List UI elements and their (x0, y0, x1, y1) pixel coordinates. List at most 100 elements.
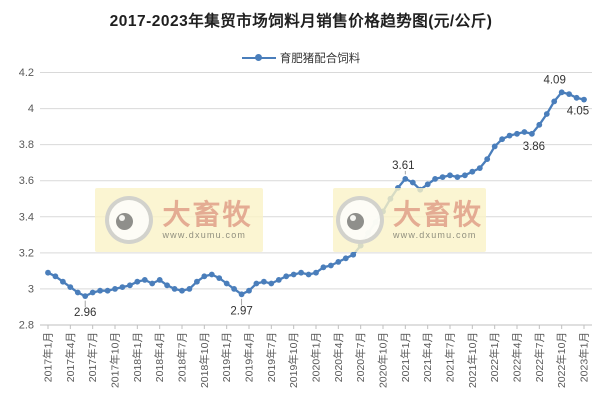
y-tick-label: 3.4 (19, 211, 34, 223)
x-tick-label: 2019年10月 (287, 332, 300, 388)
chart-title: 2017-2023年集贸市场饲料月销售价格趋势图(元/公斤) (109, 13, 493, 30)
dxumu-logo-icon (105, 196, 154, 244)
data-point (67, 284, 74, 290)
data-point (179, 287, 185, 294)
x-tick-label: 2020年4月 (332, 332, 345, 382)
data-point (60, 278, 66, 285)
legend-item-label: 育肥猪配合饲料 (279, 53, 361, 65)
data-point (275, 277, 282, 283)
data-point (283, 273, 290, 280)
x-tick-label: 2017年4月 (64, 332, 77, 382)
data-point (566, 91, 572, 97)
data-point (246, 287, 252, 294)
chart-legend: 育肥猪配合饲料 (0, 50, 602, 66)
data-point (573, 94, 580, 101)
data-point (97, 287, 103, 294)
data-point (320, 264, 327, 271)
data-point (581, 96, 587, 103)
watermark-text: 大畜牧 www.dxumu.com (162, 198, 253, 240)
x-tick-label: 2023年1月 (578, 332, 591, 382)
x-tick-label: 2021年7月 (444, 332, 457, 382)
x-tick-label: 2021年1月 (399, 332, 412, 382)
data-point (268, 280, 275, 287)
data-point (134, 278, 141, 285)
data-point (149, 280, 156, 287)
y-tick-label: 3.6 (19, 175, 34, 187)
data-point (447, 172, 453, 179)
data-point (551, 98, 558, 105)
data-point (543, 111, 550, 117)
data-point (313, 269, 319, 276)
x-tick-label: 2022年7月 (533, 332, 546, 382)
data-point (469, 168, 476, 175)
y-tick-label: 4.2 (19, 67, 34, 79)
y-tick-label: 3.8 (19, 139, 34, 151)
data-point (231, 286, 238, 292)
x-tick-label: 2017年10月 (109, 332, 122, 388)
data-point (186, 286, 193, 292)
data-point (104, 287, 111, 294)
data-point (164, 282, 171, 289)
data-point (402, 176, 409, 182)
annotation-label: 4.09 (543, 74, 565, 86)
data-point (141, 277, 148, 283)
data-point (454, 174, 461, 181)
watermark-url: www.dxumu.com (162, 229, 247, 240)
data-point (424, 181, 431, 188)
data-point (253, 280, 260, 287)
annotation-label: 2.97 (230, 305, 252, 317)
x-axis-labels: 2017年1月 2017年4月 2017年7月 2017年10月 2018年1月 2018… (42, 325, 591, 388)
logo-glint-icon (349, 215, 356, 221)
data-point (484, 156, 491, 163)
data-point (126, 282, 133, 289)
data-point (223, 280, 230, 287)
data-point (305, 271, 312, 278)
watermark-text: 大畜牧 www.dxumu.com (392, 198, 483, 240)
watermark-brand: 大畜牧 (392, 198, 483, 230)
x-tick-label: 2017年7月 (86, 332, 99, 382)
x-tick-label: 2020年1月 (310, 332, 323, 382)
dxumu-logo-icon (335, 196, 384, 244)
x-tick-label: 2018年7月 (176, 332, 189, 382)
y-tick-label: 2.8 (19, 320, 34, 332)
data-point (439, 174, 446, 181)
data-points (45, 89, 587, 299)
data-point (536, 121, 543, 128)
x-tick-label: 2019年7月 (265, 332, 278, 382)
x-tick-label: 2021年4月 (421, 332, 434, 382)
data-point (216, 275, 223, 281)
annotation-label: 2.96 (74, 307, 96, 319)
data-point (298, 269, 304, 276)
annotation-label: 3.61 (392, 160, 414, 172)
x-tick-label: 2018年10月 (198, 332, 211, 388)
data-point (350, 251, 357, 258)
data-point (506, 132, 513, 139)
data-point (45, 269, 51, 276)
x-tick-label: 2022年4月 (511, 332, 524, 382)
data-point (112, 286, 118, 292)
data-point (89, 289, 96, 296)
data-point (342, 255, 349, 262)
y-tick-label: 3.2 (19, 247, 34, 259)
x-tick-label: 2018年4月 (153, 332, 166, 382)
watermark-right: 大畜牧 www.dxumu.com (333, 188, 486, 252)
line-series-dot-icon (254, 54, 262, 62)
x-tick-label: 2018年1月 (131, 332, 144, 382)
data-point (335, 259, 342, 265)
y-tick-label: 4 (28, 103, 34, 115)
watermark-left: 大畜牧 www.dxumu.com (95, 188, 263, 252)
data-point (194, 278, 200, 285)
x-tick-label: 2019年4月 (243, 332, 256, 382)
data-point (499, 136, 505, 143)
annotation-label: 3.86 (523, 141, 545, 153)
x-tick-label: 2020年7月 (354, 332, 367, 382)
data-point (238, 291, 245, 298)
data-point (156, 277, 163, 283)
annotations: 2.96 2.97 3.61 3.86 4.09 4.05 (74, 74, 589, 319)
y-axis-labels: 4.2 4 3.8 3.6 3.4 3.2 3 2.8 (19, 67, 34, 332)
data-point (290, 271, 297, 278)
data-point (476, 165, 483, 172)
watermark-brand: 大畜牧 (162, 198, 253, 230)
data-point (521, 129, 528, 135)
